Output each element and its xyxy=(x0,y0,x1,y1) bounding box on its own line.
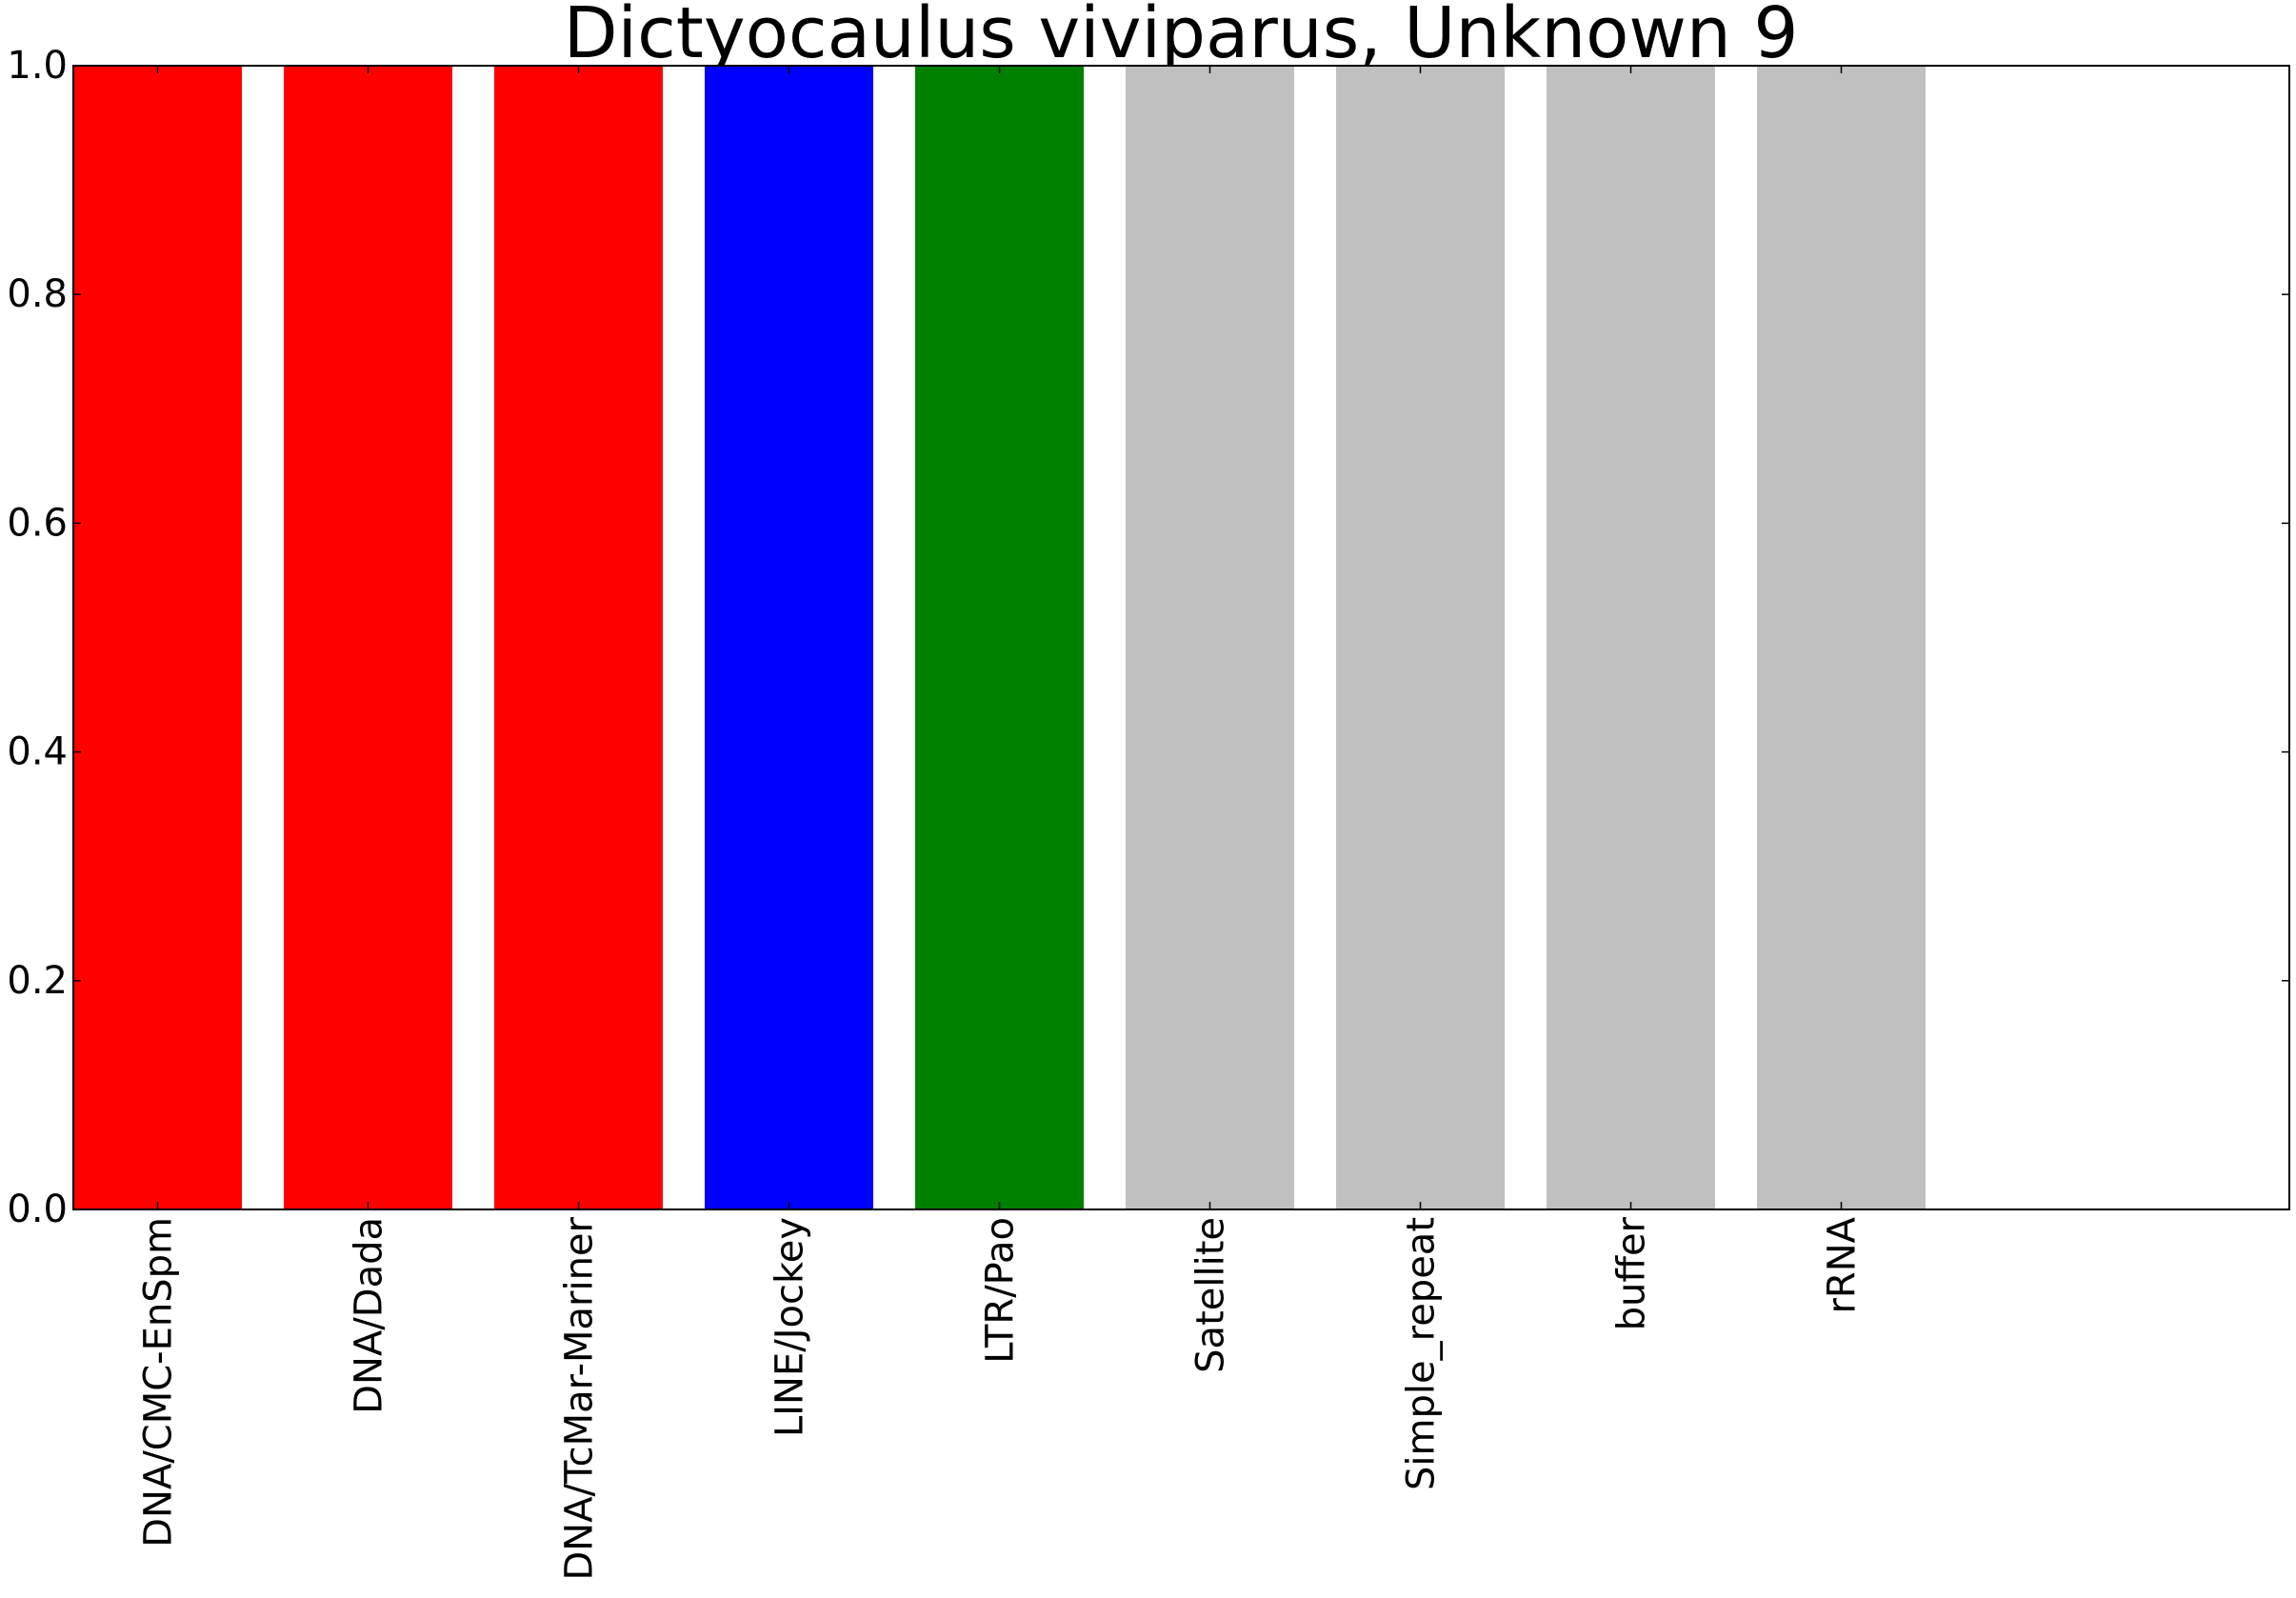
bar-7 xyxy=(1547,66,1715,1209)
chart-title: Dictyocaulus viviparus, Unknown 9 xyxy=(564,0,1799,74)
y-tick-label: 1.0 xyxy=(7,44,68,88)
y-tick-label: 0.2 xyxy=(7,959,68,1003)
x-tick-label: rRNA xyxy=(1821,1216,1865,1313)
y-tick-label: 0.6 xyxy=(7,501,68,545)
bar-8 xyxy=(1757,66,1926,1209)
x-tick-label: DNA/TcMar-Mariner xyxy=(558,1216,602,1580)
x-tick-label: Satellite xyxy=(1189,1217,1233,1373)
x-tick-label: Simple_repeat xyxy=(1400,1217,1444,1490)
bars-group xyxy=(73,66,1926,1209)
x-tick-label: LINE/Jockey xyxy=(769,1217,812,1437)
bar-1 xyxy=(284,66,452,1209)
bar-3 xyxy=(705,66,873,1209)
y-tick-label: 0.8 xyxy=(7,272,68,316)
x-tick-label: buffer xyxy=(1610,1216,1654,1330)
x-tick-label: DNA/Dada xyxy=(348,1217,391,1414)
x-tick-label: DNA/CMC-EnSpm xyxy=(137,1217,181,1548)
bar-5 xyxy=(1126,66,1294,1209)
x-tick-label: LTR/Pao xyxy=(979,1217,1023,1364)
y-tick-label: 0.0 xyxy=(7,1188,68,1231)
x-axis-ticks: DNA/CMC-EnSpm DNA/Dada DNA/TcMar-Mariner LI… xyxy=(137,66,1865,1581)
bar-0 xyxy=(73,66,242,1209)
bar-6 xyxy=(1336,66,1505,1209)
bar-4 xyxy=(915,66,1084,1209)
bar-2 xyxy=(494,66,663,1209)
plot-frame xyxy=(72,65,2290,1210)
y-tick-label: 0.4 xyxy=(7,730,68,774)
y-axis-ticks: 0.0 0.2 0.4 0.6 0.8 1.0 xyxy=(7,44,2289,1231)
